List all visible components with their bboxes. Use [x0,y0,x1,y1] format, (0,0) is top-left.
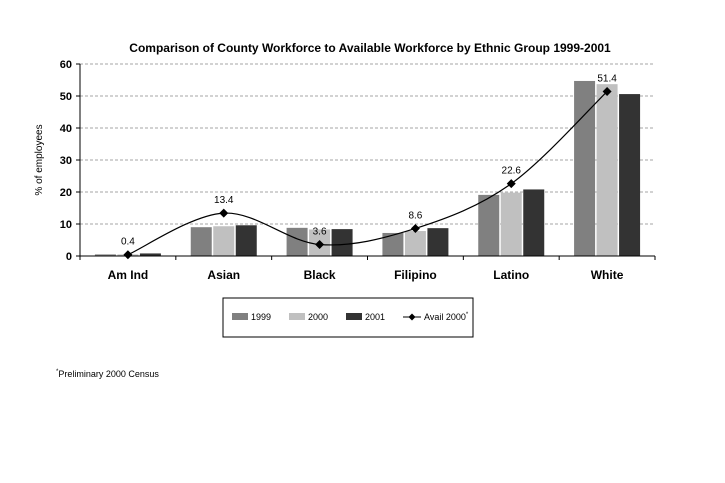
bar-2000 [213,226,235,256]
legend-item: 2001 [346,312,385,322]
category-label: Asian [207,268,240,282]
bar-2000 [500,192,522,256]
bar-2001 [331,229,353,256]
grid [80,63,655,225]
avail-point [219,208,229,218]
category-label: Black [304,268,336,282]
footnote-marker: * [56,369,59,375]
legend-item: 2000 [289,312,328,322]
legend-label: Avail 2000* [424,312,469,322]
bar-1999 [574,80,596,257]
data-label: 51.4 [597,74,617,85]
category-label: Am Ind [108,268,149,282]
data-label: 13.4 [214,195,234,206]
legend: 1999 2000 2001 Avail 2000* [222,297,474,338]
legend-label: 1999 [251,312,271,322]
y-ticks: 0 10 20 30 40 50 60 [60,59,80,263]
bars [94,80,641,257]
x-categories: Am Ind Asian Black Filipino Latino White [108,268,624,282]
legend-swatch [346,313,362,320]
legend-superscript: * [466,312,469,318]
bar-1999 [478,194,500,256]
data-label: 3.6 [313,226,327,237]
legend-swatch [232,313,248,320]
avail-point [123,250,133,260]
y-tick-label: 30 [60,155,72,167]
avail-point [506,179,516,189]
footnote-text: Preliminary 2000 Census [58,369,159,379]
avail-point [410,223,420,233]
avail-point [602,87,612,97]
bar-1999 [382,232,404,256]
avail-point [315,239,325,249]
y-tick-label: 10 [60,219,72,231]
bar-1999 [190,227,212,256]
y-tick-label: 60 [60,59,72,71]
y-tick-label: 0 [66,251,72,263]
legend-label: 2001 [365,312,385,322]
bar-2001 [139,253,161,256]
legend-label: 2000 [308,312,328,322]
footnote: *Preliminary 2000 Census [56,369,159,379]
data-label: 22.6 [502,166,522,177]
legend-item: Avail 2000* [403,312,469,322]
y-tick-label: 50 [60,91,72,103]
bar-1999 [94,254,116,256]
category-label: Filipino [394,268,437,282]
bar-1999 [286,227,308,256]
bar-2001 [523,189,545,256]
y-tick-label: 40 [60,123,72,135]
legend-item: 1999 [232,312,271,322]
bar-2001 [619,94,641,256]
avail-line [123,87,612,260]
category-label: Latino [493,268,529,282]
avail-line-path [127,91,608,256]
y-tick-label: 20 [60,187,72,199]
data-label: 8.6 [408,210,422,221]
legend-marker [408,313,416,321]
legend-swatch [289,313,305,320]
data-labels: 0.4 13.4 3.6 8.6 22.6 51.4 [121,74,617,248]
category-label: White [591,268,624,282]
bar-2001 [235,225,257,256]
bar-2000 [404,231,426,256]
bar-2000 [596,84,618,256]
axes [79,64,656,260]
data-label: 0.4 [121,237,135,248]
bar-2001 [427,228,449,256]
chart-title: Comparison of County Workforce to Availa… [129,41,611,55]
y-axis-label: % of employees [34,124,45,195]
